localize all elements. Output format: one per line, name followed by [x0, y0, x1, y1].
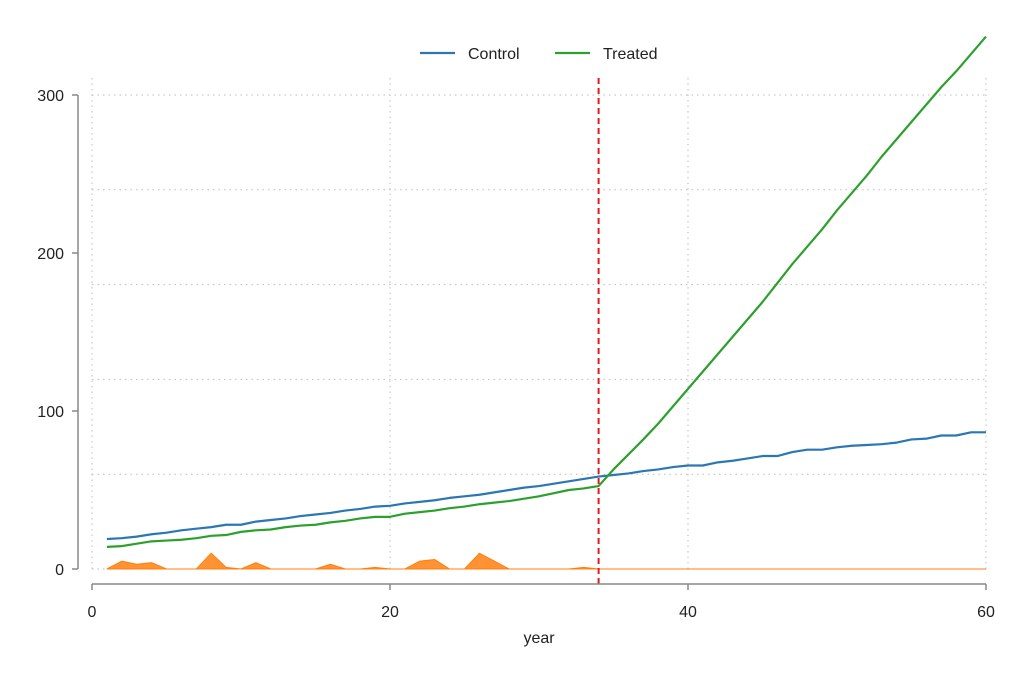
x-tick-label: 60 — [977, 604, 995, 621]
x-tick-label: 0 — [88, 604, 97, 621]
effect-area — [106, 552, 986, 570]
x-axis-title: year — [523, 630, 555, 647]
effect-area-path — [106, 552, 986, 570]
legend: Control Treated — [420, 46, 658, 63]
axes: 0 100 200 300 0 20 40 60 — [37, 88, 995, 621]
legend-label-control: Control — [468, 46, 520, 63]
control-line — [106, 431, 986, 541]
x-tick-label: 40 — [679, 604, 697, 621]
y-tick-label: 300 — [37, 88, 64, 105]
series-lines — [106, 35, 987, 548]
y-tick-label: 100 — [37, 404, 64, 421]
treated-line — [106, 35, 987, 548]
y-tick-label: 0 — [55, 562, 64, 579]
legend-label-treated: Treated — [603, 46, 658, 63]
y-tick-label: 200 — [37, 246, 64, 263]
x-tick-label: 20 — [381, 604, 399, 621]
